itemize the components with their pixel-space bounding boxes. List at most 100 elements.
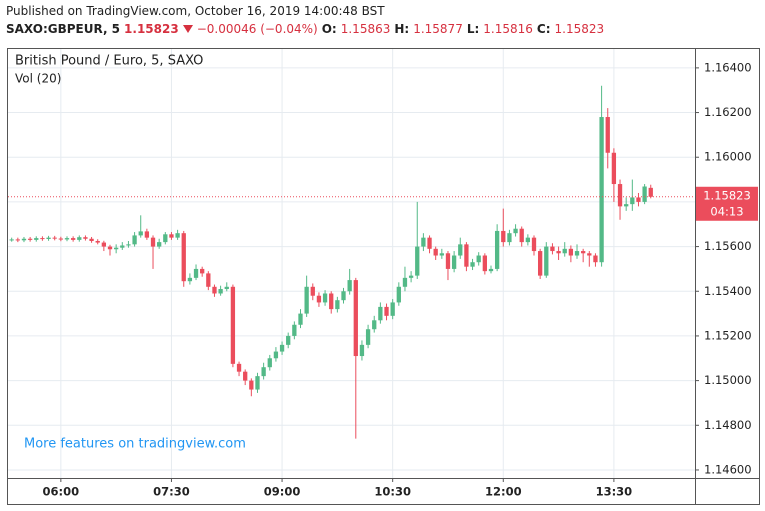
candle-body bbox=[624, 204, 629, 207]
candle-body bbox=[531, 237, 537, 252]
candle-body bbox=[384, 306, 389, 316]
promo-link: More features on tradingview.com bbox=[24, 437, 246, 452]
candle-body bbox=[40, 238, 45, 240]
candle-body bbox=[52, 237, 57, 239]
candle-body bbox=[249, 380, 254, 390]
candle-body bbox=[630, 197, 635, 205]
down-arrow bbox=[182, 25, 193, 33]
candle-body bbox=[415, 246, 420, 276]
candle-body bbox=[353, 280, 358, 357]
candle-body bbox=[286, 335, 291, 345]
candle-body bbox=[70, 238, 76, 240]
candle-body bbox=[193, 268, 199, 278]
candle-body bbox=[513, 228, 518, 234]
candle-body bbox=[341, 291, 346, 301]
candle-body bbox=[144, 231, 150, 238]
candle-body bbox=[15, 239, 20, 241]
symbol-bar: SAXO:GBPEUR, 5 1.15823 −0.00046 (−0.04%)… bbox=[6, 22, 604, 36]
candle-body bbox=[34, 238, 39, 240]
candle-body bbox=[378, 306, 383, 321]
change: −0.00046 (−0.04%) bbox=[196, 22, 318, 36]
ohlc-label: O: bbox=[321, 22, 337, 36]
candle-body bbox=[568, 248, 574, 256]
candle-body bbox=[298, 313, 303, 325]
candle-body bbox=[421, 237, 426, 247]
candle-body bbox=[89, 238, 94, 241]
chart-frame bbox=[7, 48, 760, 505]
ohlc-label: C: bbox=[536, 22, 551, 36]
y-tick-label: 1.16200 bbox=[704, 105, 752, 119]
candle-body bbox=[224, 286, 229, 290]
candle-body bbox=[587, 253, 592, 256]
candle-body bbox=[218, 289, 223, 294]
candle-body bbox=[445, 253, 451, 269]
candle-body bbox=[64, 238, 70, 240]
candle-body bbox=[200, 268, 205, 274]
candle-body bbox=[439, 253, 444, 256]
candle-body bbox=[544, 246, 549, 276]
candle-body bbox=[236, 363, 242, 372]
candle-body bbox=[101, 242, 107, 247]
candle-body bbox=[107, 246, 113, 250]
countdown-label: 04:13 bbox=[710, 204, 743, 218]
candle-body bbox=[329, 293, 334, 310]
candle-body bbox=[562, 248, 567, 254]
candle-body bbox=[433, 248, 438, 256]
candle-body bbox=[273, 351, 279, 359]
candle-body bbox=[599, 117, 604, 263]
y-tick-label: 1.15200 bbox=[704, 328, 752, 342]
candle-body bbox=[464, 244, 469, 267]
chart-title: British Pound / Euro, 5, SAXO bbox=[15, 54, 203, 69]
x-tick-label: 06:00 bbox=[43, 485, 80, 499]
candle-body bbox=[163, 234, 168, 243]
indicator-label: Vol (20) bbox=[15, 72, 61, 86]
candle-body bbox=[21, 238, 27, 241]
candle-body bbox=[451, 255, 457, 269]
candle-body bbox=[27, 238, 33, 240]
close-value: 1.15823 bbox=[554, 22, 605, 36]
symbol: SAXO:GBPEUR, 5 bbox=[6, 22, 121, 36]
candle-body bbox=[525, 237, 531, 243]
published-note: Published on TradingView.com, October 16… bbox=[6, 4, 385, 18]
candle-body bbox=[138, 231, 143, 236]
y-tick-label: 1.14600 bbox=[704, 462, 752, 476]
candle-body bbox=[372, 320, 377, 330]
y-tick-label: 1.15400 bbox=[704, 284, 752, 298]
x-tick-label: 13:30 bbox=[596, 485, 633, 499]
candle-body bbox=[126, 244, 131, 246]
candle-body bbox=[175, 233, 180, 238]
high-value: 1.15877 bbox=[413, 22, 463, 36]
candle-body bbox=[581, 251, 586, 254]
candle-body bbox=[206, 273, 211, 287]
candle-body bbox=[574, 251, 580, 256]
candle-body bbox=[636, 197, 641, 202]
candle-body bbox=[267, 358, 272, 368]
candle-body bbox=[365, 329, 371, 345]
y-tick-label: 1.16400 bbox=[704, 60, 752, 74]
candle-body bbox=[648, 187, 653, 197]
candle-body bbox=[46, 237, 51, 239]
price-tag-label: 1.15823 bbox=[703, 188, 751, 202]
ohlc-label: H: bbox=[394, 22, 410, 36]
y-tick-label: 1.16000 bbox=[704, 150, 752, 164]
candle-body bbox=[95, 240, 100, 243]
candle-body bbox=[427, 237, 432, 249]
candle-body bbox=[316, 295, 322, 303]
open-value: 1.15863 bbox=[340, 22, 391, 36]
candle-body bbox=[482, 255, 487, 272]
candle-body bbox=[212, 286, 217, 294]
y-tick-label: 1.14800 bbox=[704, 418, 752, 432]
candle-body bbox=[556, 251, 561, 254]
candle-body bbox=[150, 237, 156, 247]
x-tick-label: 10:30 bbox=[374, 485, 411, 499]
candle-body bbox=[261, 367, 266, 377]
y-tick-label: 1.15000 bbox=[704, 373, 752, 387]
last-price: 1.15823 bbox=[124, 22, 179, 36]
candle-body bbox=[593, 255, 598, 263]
candle-body bbox=[322, 293, 328, 303]
candle-body bbox=[335, 300, 340, 310]
candle-body bbox=[488, 268, 494, 272]
candle-body bbox=[9, 239, 14, 241]
